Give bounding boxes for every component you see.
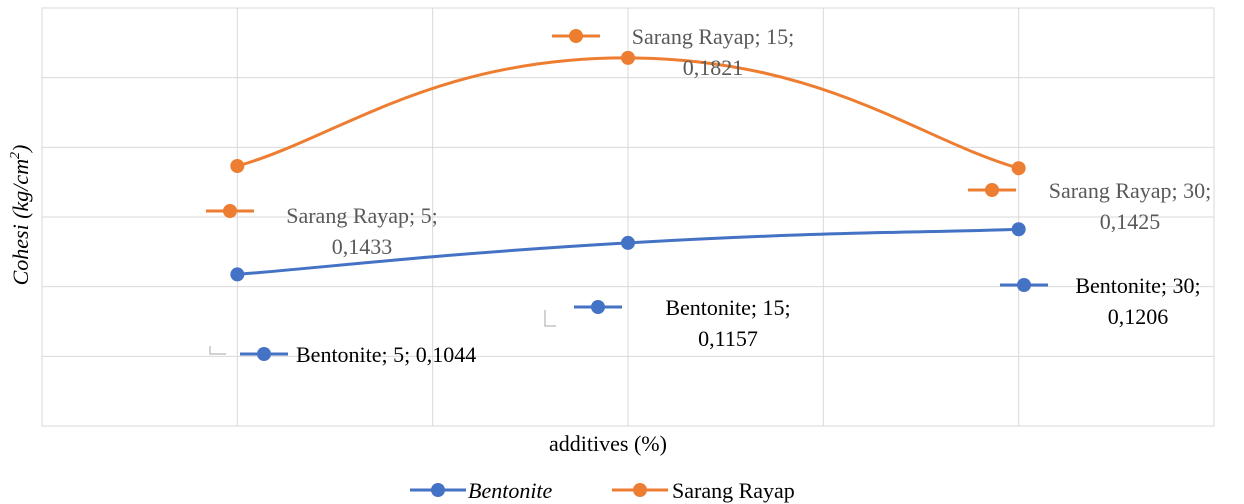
legend-bentonite-label: Bentonite: [468, 478, 553, 503]
y-axis-title-main: Cohesi (kg/cm: [8, 159, 33, 285]
data-label-sarang-rayap-15: Sarang Rayap; 15; 0,1821: [552, 24, 794, 80]
data-label-text: Sarang Rayap; 5;: [286, 203, 438, 228]
data-label-sarang-rayap-5: Sarang Rayap; 5; 0,1433: [206, 203, 438, 259]
label-key-marker: [569, 29, 583, 43]
data-label-text: Bentonite; 5; 0,1044: [296, 342, 476, 367]
x-axis-title: additives (%): [549, 431, 667, 456]
label-leader-line: [544, 310, 556, 327]
data-point-sarang-rayap-30[interactable]: [1011, 161, 1026, 176]
label-key-marker: [591, 300, 605, 314]
data-label-text: Sarang Rayap; 30;: [1049, 178, 1212, 203]
gridlines: [42, 8, 1214, 426]
label-leader-line: [209, 346, 226, 355]
data-label-bentonite-30: Bentonite; 30; 0,1206: [1000, 273, 1201, 329]
y-axis-title: Cohesi (kg/cm2): [8, 145, 33, 286]
data-label-text: 0,1157: [698, 326, 758, 351]
legend-item-sarang-rayap[interactable]: Sarang Rayap: [612, 478, 795, 503]
series-layer: [230, 50, 1026, 282]
label-key-marker: [257, 347, 271, 361]
y-axis-title-sup: 2: [8, 152, 23, 159]
legend-sarang-rayap-marker: [633, 483, 647, 497]
data-point-bentonite-5[interactable]: [230, 267, 245, 282]
plot-border-rect: [41, 7, 1215, 427]
data-label-text: Bentonite; 30;: [1075, 273, 1200, 298]
legend: Bentonite Sarang Rayap: [410, 478, 795, 503]
data-point-bentonite-30[interactable]: [1011, 222, 1026, 237]
data-label-bentonite-5: Bentonite; 5; 0,1044: [209, 342, 476, 367]
legend-sarang-rayap-label: Sarang Rayap: [672, 478, 795, 503]
data-label-text: Sarang Rayap; 15;: [632, 24, 795, 49]
data-label-text: 0,1425: [1100, 209, 1161, 234]
data-point-sarang-rayap-5[interactable]: [230, 159, 245, 174]
label-key-marker: [1017, 278, 1031, 292]
data-point-bentonite-15[interactable]: [621, 235, 635, 250]
data-label-text: 0,1206: [1108, 304, 1169, 329]
data-label-text: 0,1433: [332, 234, 393, 259]
legend-bentonite-marker: [431, 483, 445, 497]
data-point-sarang-rayap-15[interactable]: [621, 50, 635, 65]
data-label-sarang-rayap-30: Sarang Rayap; 30; 0,1425: [968, 178, 1211, 234]
plot-area: [41, 7, 1215, 427]
label-key-marker: [985, 183, 999, 197]
label-key-marker: [223, 204, 237, 218]
data-label-text: Bentonite; 15;: [665, 295, 790, 320]
y-axis-title-end: ): [8, 145, 33, 154]
data-label-text: 0,1821: [683, 55, 744, 80]
legend-item-bentonite[interactable]: Bentonite: [410, 478, 553, 503]
data-labels: Bentonite; 5; 0,1044 Bentonite; 15; 0,1157…: [206, 24, 1211, 367]
data-label-bentonite-15: Bentonite; 15; 0,1157: [544, 295, 791, 351]
